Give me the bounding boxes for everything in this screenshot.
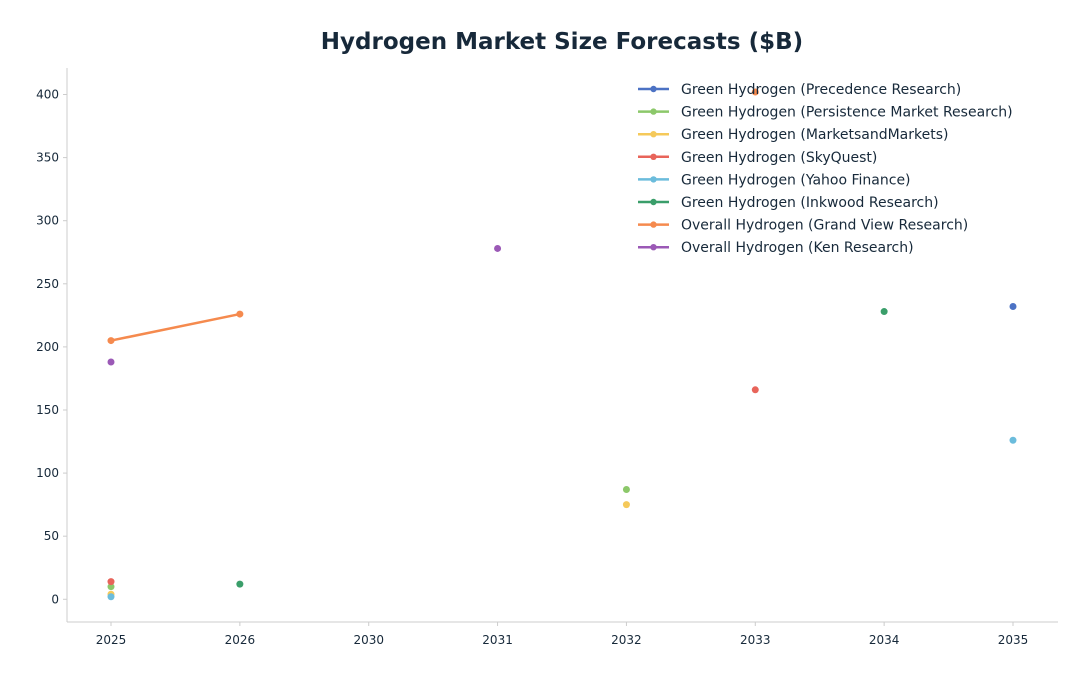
x-tick-label: 2025 bbox=[96, 633, 127, 647]
legend-swatch-marker bbox=[650, 131, 657, 138]
legend-label: Green Hydrogen (SkyQuest) bbox=[681, 150, 877, 166]
series-group bbox=[107, 386, 759, 586]
data-point bbox=[751, 88, 759, 96]
chart-title: Hydrogen Market Size Forecasts ($B) bbox=[321, 29, 803, 55]
data-point bbox=[107, 593, 115, 601]
data-point bbox=[880, 308, 888, 316]
legend-item: Green Hydrogen (Yahoo Finance) bbox=[638, 172, 911, 188]
legend-item: Overall Hydrogen (Grand View Research) bbox=[638, 218, 968, 234]
legend-label: Overall Hydrogen (Ken Research) bbox=[681, 240, 914, 256]
chart-axes: 0 50 100 150 200 250 300 350 400 2025 2026 2030 2031… bbox=[36, 68, 1058, 647]
legend-label: Green Hydrogen (Persistence Market Resea… bbox=[681, 105, 1013, 121]
legend-label: Green Hydrogen (Precedence Research) bbox=[681, 82, 961, 98]
legend-label: Green Hydrogen (Yahoo Finance) bbox=[681, 172, 911, 188]
legend-item: Green Hydrogen (SkyQuest) bbox=[638, 150, 877, 166]
y-tick-label: 400 bbox=[36, 88, 59, 102]
data-point bbox=[622, 485, 630, 493]
data-point bbox=[1009, 436, 1017, 444]
series-group bbox=[107, 485, 630, 591]
legend-item: Green Hydrogen (Persistence Market Resea… bbox=[638, 105, 1013, 121]
y-tick-label: 100 bbox=[36, 466, 59, 480]
legend-label: Green Hydrogen (MarketsandMarkets) bbox=[681, 127, 948, 143]
series-line-segment bbox=[109, 312, 242, 342]
x-tick-label: 2030 bbox=[353, 633, 384, 647]
legend-label: Overall Hydrogen (Grand View Research) bbox=[681, 218, 968, 234]
x-tick-label: 2034 bbox=[869, 633, 900, 647]
legend-swatch-marker bbox=[650, 176, 657, 183]
data-point bbox=[1009, 303, 1017, 311]
legend-swatch-marker bbox=[650, 85, 657, 93]
y-tick-label: 300 bbox=[36, 214, 59, 228]
data-point bbox=[236, 310, 244, 318]
x-tick-label: 2033 bbox=[740, 633, 771, 647]
series-group bbox=[107, 501, 630, 598]
legend-item: Green Hydrogen (Inkwood Research) bbox=[638, 195, 939, 211]
legend-item: Green Hydrogen (MarketsandMarkets) bbox=[638, 127, 948, 143]
x-tick-label: 2031 bbox=[482, 633, 513, 647]
legend-swatch-marker bbox=[650, 221, 657, 228]
series-group bbox=[107, 244, 502, 366]
data-point bbox=[107, 358, 115, 366]
y-tick-label: 150 bbox=[36, 403, 59, 417]
legend-label: Green Hydrogen (Inkwood Research) bbox=[681, 195, 939, 211]
x-tick-label: 2026 bbox=[225, 633, 256, 647]
data-point bbox=[107, 583, 115, 591]
y-tick-label: 250 bbox=[36, 277, 59, 291]
series-group bbox=[236, 308, 888, 588]
data-point bbox=[107, 337, 115, 345]
y-tick-label: 50 bbox=[44, 529, 59, 543]
data-point bbox=[236, 580, 244, 588]
legend-swatch-marker bbox=[650, 198, 657, 206]
legend-item: Green Hydrogen (Precedence Research) bbox=[638, 82, 961, 98]
legend-swatch-marker bbox=[650, 108, 657, 115]
series-group bbox=[107, 436, 1017, 601]
chart-legend: Green Hydrogen (Precedence Research) Gree… bbox=[638, 82, 1013, 256]
x-tick-label: 2035 bbox=[998, 633, 1029, 647]
data-point bbox=[622, 501, 630, 509]
y-tick-label: 350 bbox=[36, 151, 59, 165]
data-point bbox=[751, 386, 759, 394]
x-tick-label: 2032 bbox=[611, 633, 642, 647]
series-group bbox=[107, 88, 759, 345]
legend-swatch-marker bbox=[650, 244, 657, 251]
legend-item: Overall Hydrogen (Ken Research) bbox=[638, 240, 914, 256]
data-point bbox=[107, 578, 115, 586]
legend-swatch-marker bbox=[650, 153, 657, 160]
y-tick-label: 200 bbox=[36, 340, 59, 354]
data-point bbox=[494, 244, 502, 252]
chart-series-layer bbox=[107, 88, 1017, 601]
series-group bbox=[1009, 303, 1017, 311]
y-tick-label: 0 bbox=[51, 592, 59, 606]
